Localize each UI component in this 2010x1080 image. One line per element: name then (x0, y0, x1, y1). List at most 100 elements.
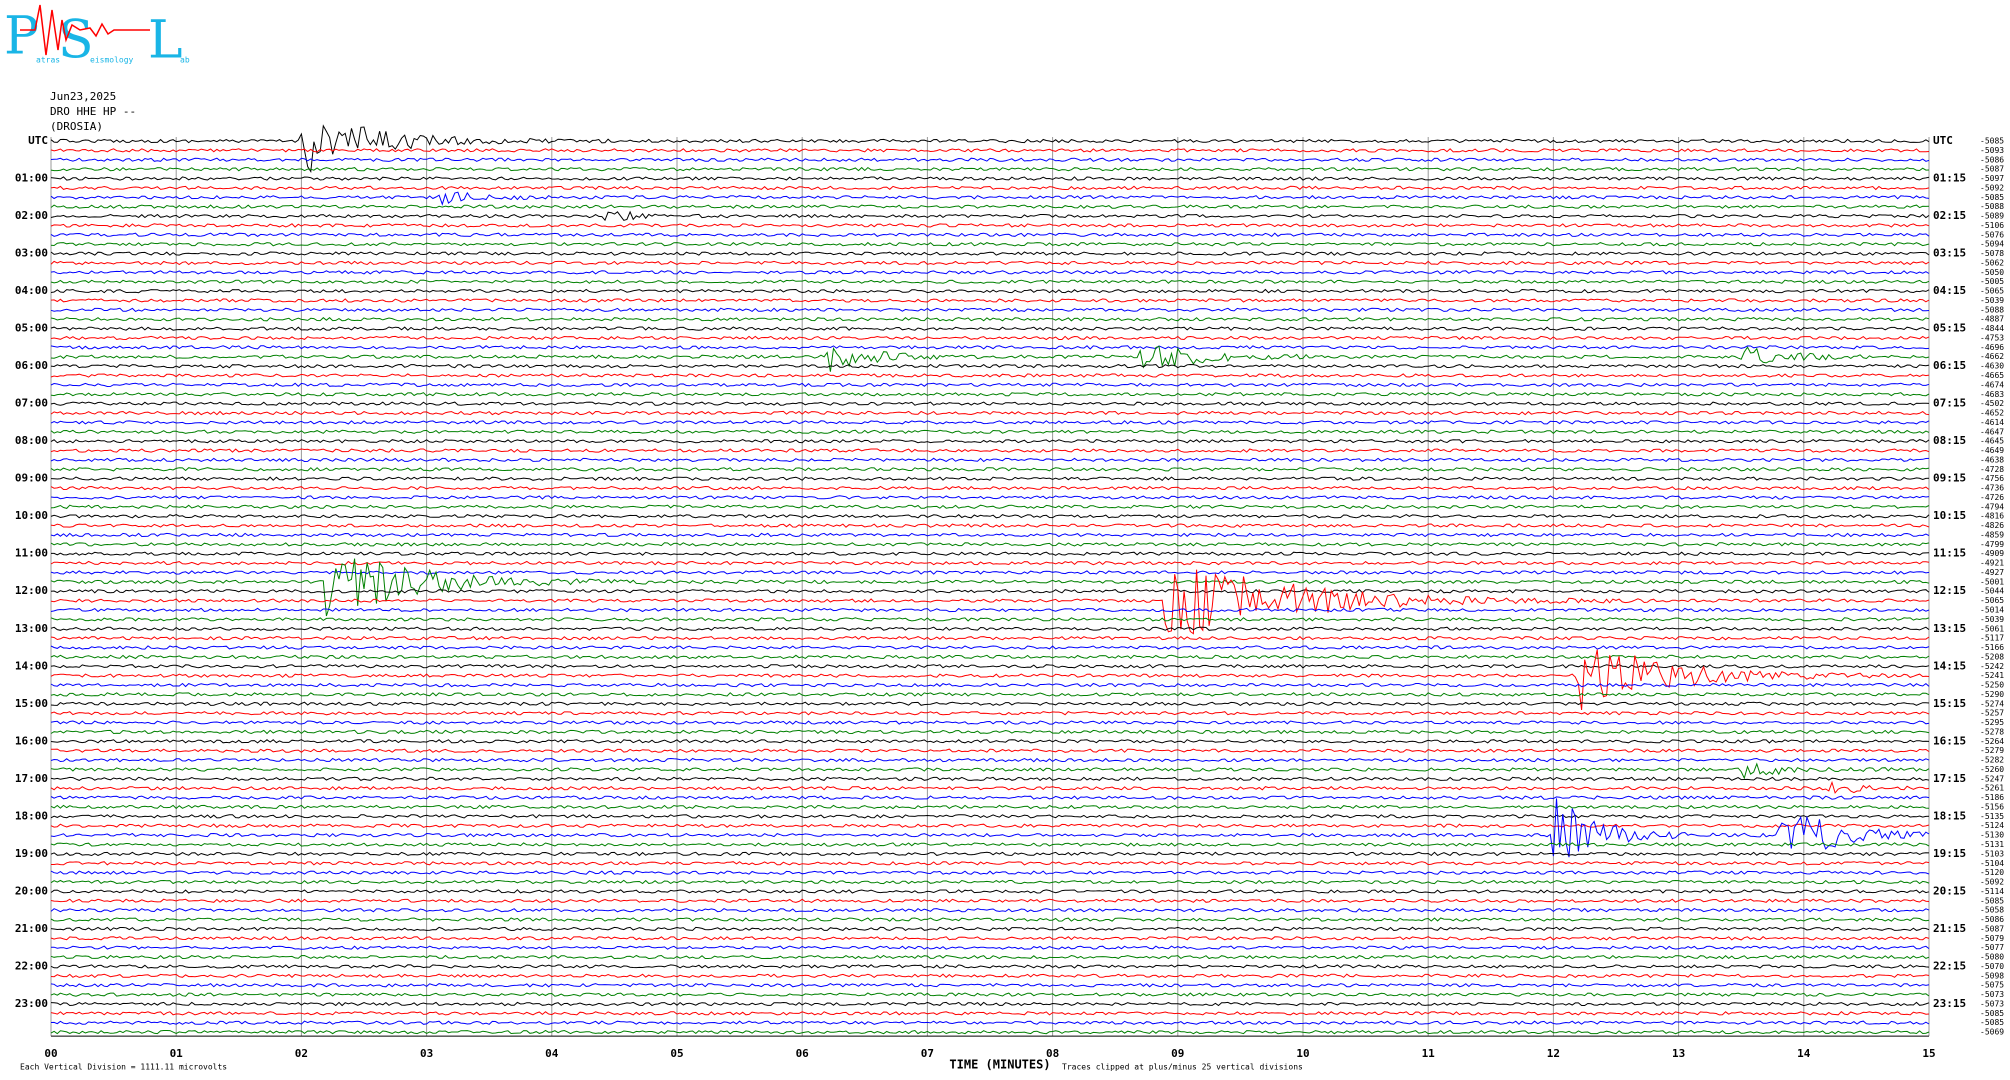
trace-offset: -5085 (1980, 896, 2004, 905)
trace (50, 720, 1930, 725)
trace-offset: -5078 (1980, 249, 2004, 258)
trace (50, 589, 1930, 594)
trace (50, 570, 1930, 575)
left-label: UTC (28, 134, 48, 147)
right-label: UTC (1933, 134, 1953, 147)
trace-offset: -5117 (1980, 634, 2004, 643)
logo-wave (20, 4, 150, 56)
left-label: 20:00 (15, 884, 48, 897)
trace-offset: -4756 (1980, 474, 2004, 483)
trace (50, 457, 1930, 463)
date: Jun23,2025 (50, 90, 116, 103)
left-label: 12:00 (15, 584, 48, 597)
trace (50, 270, 1930, 275)
trace (50, 776, 1930, 782)
trace-offset: -4696 (1980, 343, 2004, 352)
trace (50, 542, 1930, 547)
trace (50, 780, 1930, 794)
trace (50, 945, 1930, 950)
left-label: 23:00 (15, 997, 48, 1010)
trace (50, 288, 1930, 294)
trace-offset: -5005 (1980, 277, 2004, 286)
trace-offset: -5242 (1980, 662, 2004, 671)
left-label: 19:00 (15, 847, 48, 860)
right-label: 12:15 (1933, 584, 1966, 597)
trace (50, 210, 1930, 222)
x-tick-label: 10 (1296, 1047, 1309, 1060)
right-label: 10:15 (1933, 509, 1966, 522)
trace (50, 1011, 1930, 1016)
trace-offset: -5241 (1980, 671, 2004, 680)
left-label: 01:00 (15, 172, 48, 185)
trace (50, 664, 1930, 669)
trace-offset: -4799 (1980, 540, 2004, 549)
trace (50, 729, 1930, 735)
trace (50, 504, 1930, 509)
trace (50, 513, 1930, 519)
trace (50, 926, 1930, 932)
trace-offset: -5069 (1980, 1028, 2004, 1037)
right-label: 04:15 (1933, 284, 1966, 297)
trace-offset: -5073 (1980, 990, 2004, 999)
trace (50, 326, 1930, 331)
trace-offset: -4645 (1980, 437, 2004, 446)
trace (50, 569, 1930, 635)
trace (50, 298, 1930, 303)
trace (50, 410, 1930, 416)
trace-offset: -5124 (1980, 821, 2004, 830)
trace-offset: -5120 (1980, 868, 2004, 877)
trace (50, 798, 1930, 858)
trace (50, 251, 1930, 256)
trace (51, 748, 1930, 753)
trace (50, 558, 1930, 617)
trace-offset: -5186 (1980, 793, 2004, 802)
trace (50, 560, 1930, 566)
trace-offset: -4736 (1980, 484, 2004, 493)
left-label: 18:00 (15, 809, 48, 822)
trace (50, 654, 1930, 660)
trace-offset: -4753 (1980, 333, 2004, 342)
trace (50, 448, 1930, 453)
trace-offset: -5086 (1980, 155, 2004, 164)
station: DRO HHE HP -- (50, 105, 136, 118)
trace-offset: -5087 (1980, 924, 2004, 933)
x-tick-label: 09 (1171, 1047, 1184, 1060)
trace-offset: -5278 (1980, 727, 2004, 736)
trace (50, 954, 1930, 960)
logo-letter: S (58, 11, 94, 71)
trace-offset: -5282 (1980, 756, 2004, 765)
trace-offset: -4794 (1980, 502, 2004, 511)
trace (50, 982, 1930, 988)
left-label: 03:00 (15, 247, 48, 260)
trace-offset: -5058 (1980, 906, 2004, 915)
trace-offset: -5065 (1980, 596, 2004, 605)
trace-offset: -5114 (1980, 887, 2004, 896)
trace (50, 166, 1930, 172)
trace (50, 345, 1930, 350)
trace-offset: -5092 (1980, 878, 2004, 887)
x-tick-label: 05 (670, 1047, 683, 1060)
trace (50, 191, 1930, 206)
trace-offset: -5073 (1980, 999, 2004, 1008)
x-tick-label: 01 (170, 1047, 184, 1060)
left-label: 16:00 (15, 734, 48, 747)
right-label: 03:15 (1933, 247, 1966, 260)
trace-offset: -5001 (1980, 577, 2004, 586)
trace (50, 429, 1930, 434)
trace (50, 804, 1930, 810)
trace-offset: -5097 (1980, 174, 2004, 183)
trace (50, 692, 1930, 697)
trace (50, 260, 1930, 266)
trace (50, 898, 1930, 903)
trace (51, 551, 1930, 556)
trace (50, 467, 1930, 472)
left-label: 22:00 (15, 959, 48, 972)
trace-offset: -4726 (1980, 493, 2004, 502)
trace (50, 1029, 1930, 1035)
right-label: 19:15 (1933, 847, 1966, 860)
trace-offset: -4665 (1980, 371, 2004, 380)
trace-offset: -5106 (1980, 221, 2004, 230)
trace-offset: -5050 (1980, 268, 2004, 277)
trace (50, 420, 1930, 425)
